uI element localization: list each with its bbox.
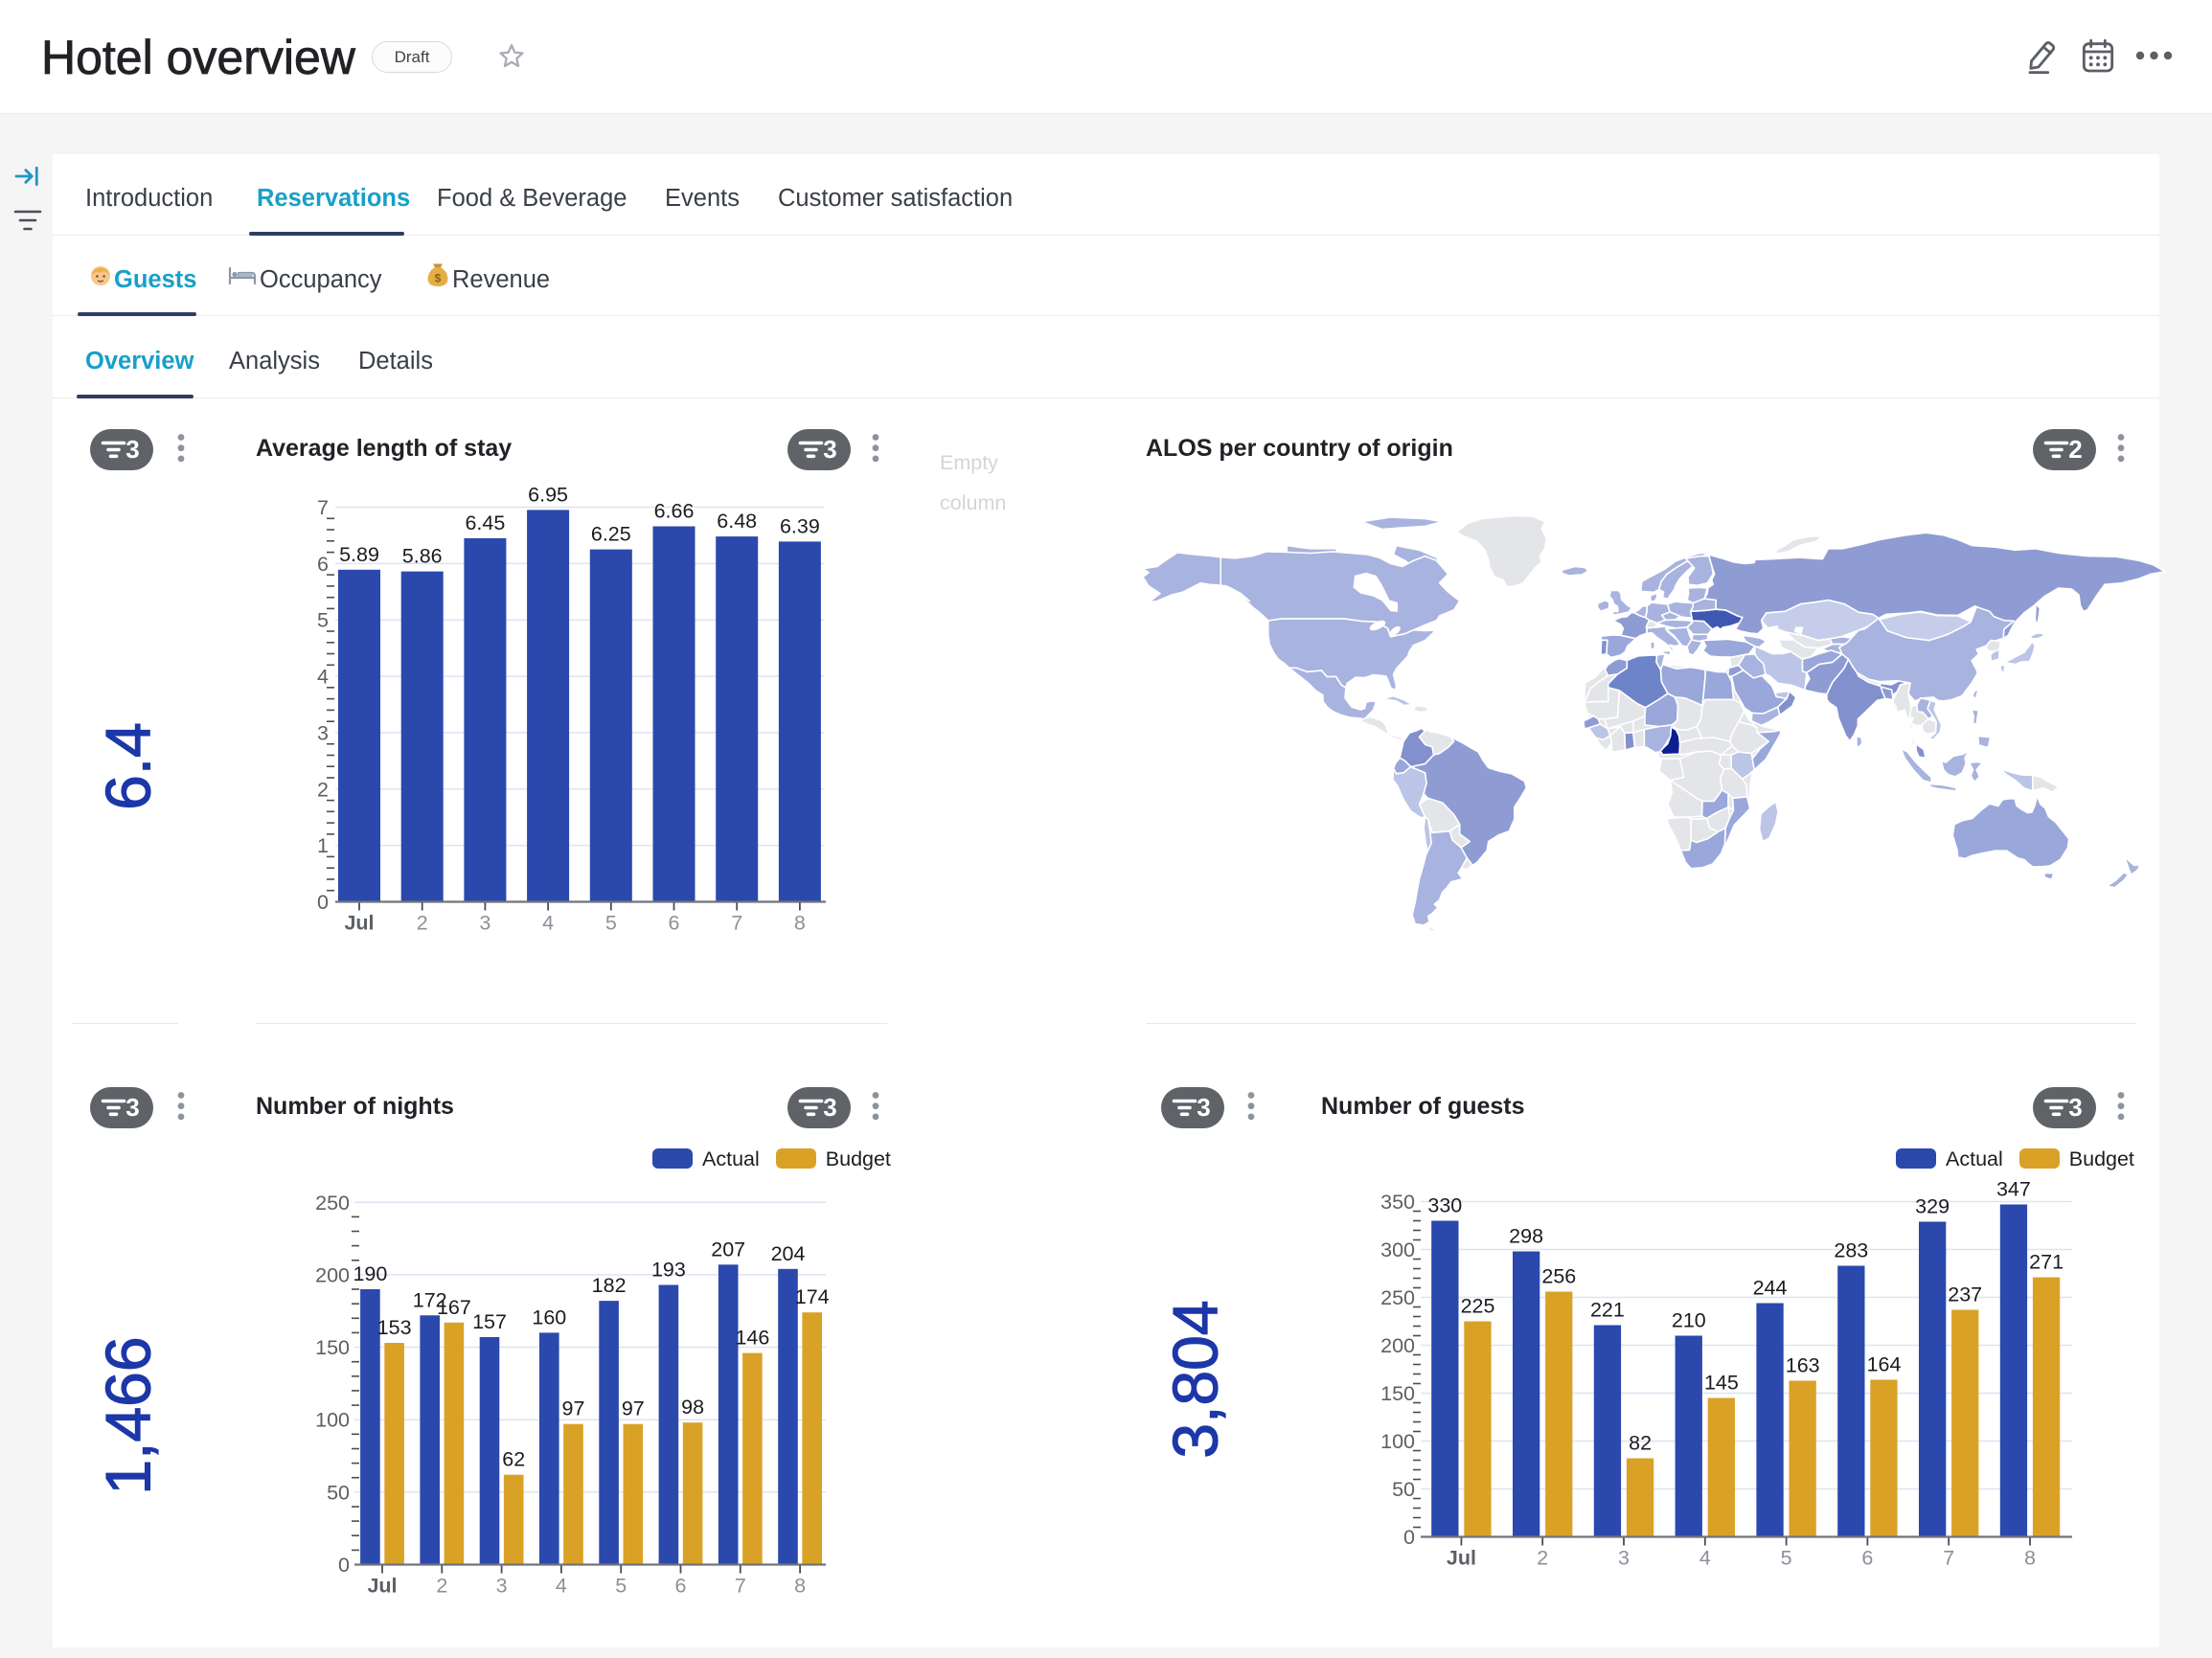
svg-text:98: 98	[681, 1396, 704, 1419]
svg-text:62: 62	[502, 1448, 525, 1471]
svg-text:2: 2	[2068, 435, 2082, 464]
svg-text:153: 153	[377, 1316, 412, 1339]
svg-text:82: 82	[1629, 1432, 1652, 1455]
svg-text:5: 5	[615, 1575, 627, 1598]
svg-text:5.89: 5.89	[339, 543, 379, 566]
svg-text:3: 3	[496, 1575, 508, 1598]
svg-text:4: 4	[542, 912, 554, 935]
svg-text:350: 350	[1380, 1191, 1415, 1214]
svg-text:3: 3	[125, 1093, 139, 1122]
svg-text:2: 2	[417, 912, 428, 935]
svg-text:3: 3	[1197, 1093, 1210, 1122]
svg-text:164: 164	[1867, 1353, 1902, 1376]
svg-text:3: 3	[823, 1093, 836, 1122]
svg-text:7: 7	[1943, 1547, 1954, 1570]
svg-text:7: 7	[735, 1575, 746, 1598]
svg-text:182: 182	[592, 1274, 627, 1297]
svg-text:100: 100	[315, 1409, 350, 1432]
svg-text:225: 225	[1461, 1295, 1495, 1318]
svg-text:6.95: 6.95	[528, 483, 568, 506]
svg-text:347: 347	[1996, 1178, 2031, 1201]
svg-text:190: 190	[353, 1262, 387, 1285]
svg-text:157: 157	[472, 1310, 507, 1333]
svg-text:204: 204	[771, 1242, 806, 1265]
svg-text:4: 4	[317, 666, 329, 689]
svg-text:0: 0	[1403, 1526, 1415, 1549]
svg-text:97: 97	[622, 1397, 645, 1420]
svg-text:6: 6	[1861, 1547, 1873, 1570]
svg-text:207: 207	[711, 1238, 745, 1261]
svg-text:271: 271	[2029, 1251, 2064, 1274]
svg-text:1: 1	[317, 834, 329, 857]
svg-text:50: 50	[327, 1481, 350, 1504]
svg-text:250: 250	[315, 1192, 350, 1215]
svg-text:172: 172	[413, 1288, 447, 1311]
svg-text:283: 283	[1834, 1239, 1868, 1262]
svg-text:4: 4	[556, 1575, 567, 1598]
svg-text:160: 160	[532, 1306, 566, 1329]
svg-text:6: 6	[317, 553, 329, 576]
svg-text:237: 237	[1948, 1283, 1982, 1306]
svg-text:221: 221	[1590, 1299, 1625, 1322]
svg-text:193: 193	[651, 1259, 686, 1282]
svg-text:174: 174	[795, 1285, 830, 1308]
svg-text:0: 0	[317, 891, 329, 914]
svg-text:6.45: 6.45	[465, 511, 505, 534]
svg-text:Jul: Jul	[367, 1575, 397, 1598]
svg-text:210: 210	[1672, 1309, 1706, 1332]
svg-text:5.86: 5.86	[402, 545, 443, 568]
svg-text:3: 3	[823, 435, 836, 464]
svg-text:6.39: 6.39	[780, 514, 820, 537]
svg-text:7: 7	[731, 912, 742, 935]
svg-text:6.66: 6.66	[654, 500, 695, 523]
svg-text:5: 5	[1781, 1547, 1792, 1570]
svg-text:145: 145	[1704, 1372, 1739, 1395]
svg-text:3: 3	[2068, 1093, 2082, 1122]
svg-text:$: $	[435, 272, 442, 285]
svg-text:8: 8	[2024, 1547, 2036, 1570]
svg-text:5: 5	[605, 912, 617, 935]
svg-text:244: 244	[1753, 1277, 1788, 1300]
svg-text:7: 7	[317, 496, 329, 519]
svg-text:100: 100	[1380, 1430, 1415, 1453]
svg-text:2: 2	[317, 778, 329, 801]
svg-text:3: 3	[1618, 1547, 1630, 1570]
svg-text:3: 3	[317, 721, 329, 744]
svg-text:2: 2	[436, 1575, 447, 1598]
svg-text:5: 5	[317, 609, 329, 632]
svg-text:3: 3	[479, 912, 490, 935]
svg-text:250: 250	[1380, 1286, 1415, 1309]
svg-text:6.25: 6.25	[591, 523, 631, 546]
svg-text:256: 256	[1541, 1265, 1576, 1288]
svg-text:6: 6	[675, 1575, 687, 1598]
svg-text:200: 200	[1380, 1334, 1415, 1357]
svg-text:329: 329	[1915, 1195, 1950, 1218]
svg-text:Jul: Jul	[344, 912, 374, 935]
svg-text:298: 298	[1509, 1225, 1543, 1248]
svg-text:6: 6	[669, 912, 680, 935]
svg-text:Jul: Jul	[1447, 1547, 1476, 1570]
svg-text:2: 2	[1537, 1547, 1548, 1570]
svg-text:163: 163	[1786, 1354, 1820, 1377]
svg-text:50: 50	[1392, 1478, 1415, 1501]
svg-text:0: 0	[338, 1554, 350, 1577]
svg-text:150: 150	[315, 1336, 350, 1359]
svg-text:6.48: 6.48	[717, 510, 757, 533]
svg-text:8: 8	[794, 1575, 806, 1598]
svg-text:4: 4	[1699, 1547, 1711, 1570]
svg-text:200: 200	[315, 1263, 350, 1286]
svg-text:150: 150	[1380, 1382, 1415, 1405]
svg-text:167: 167	[437, 1296, 471, 1319]
svg-text:146: 146	[735, 1327, 769, 1350]
svg-text:3: 3	[125, 435, 139, 464]
svg-text:300: 300	[1380, 1238, 1415, 1261]
svg-text:330: 330	[1427, 1194, 1462, 1217]
svg-text:8: 8	[794, 912, 806, 935]
svg-text:97: 97	[562, 1397, 585, 1420]
